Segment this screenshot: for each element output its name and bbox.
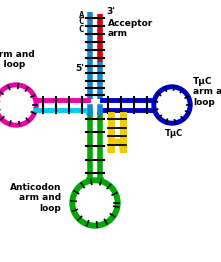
Text: D arm and
    loop: D arm and loop	[0, 50, 34, 69]
Text: A: A	[79, 10, 84, 19]
Circle shape	[152, 85, 192, 125]
Text: TμC
arm and
loop: TμC arm and loop	[193, 77, 221, 107]
Text: C: C	[79, 18, 84, 26]
Circle shape	[0, 88, 33, 122]
Text: C: C	[79, 25, 84, 34]
Circle shape	[157, 90, 187, 120]
Text: Acceptor
arm: Acceptor arm	[108, 19, 153, 39]
Circle shape	[0, 83, 38, 127]
Text: TμC: TμC	[165, 129, 183, 138]
Circle shape	[76, 184, 114, 222]
Text: 3': 3'	[106, 8, 115, 17]
Circle shape	[70, 178, 120, 228]
Text: 5': 5'	[75, 64, 84, 73]
Text: Anticodon
arm and
loop: Anticodon arm and loop	[10, 183, 61, 213]
